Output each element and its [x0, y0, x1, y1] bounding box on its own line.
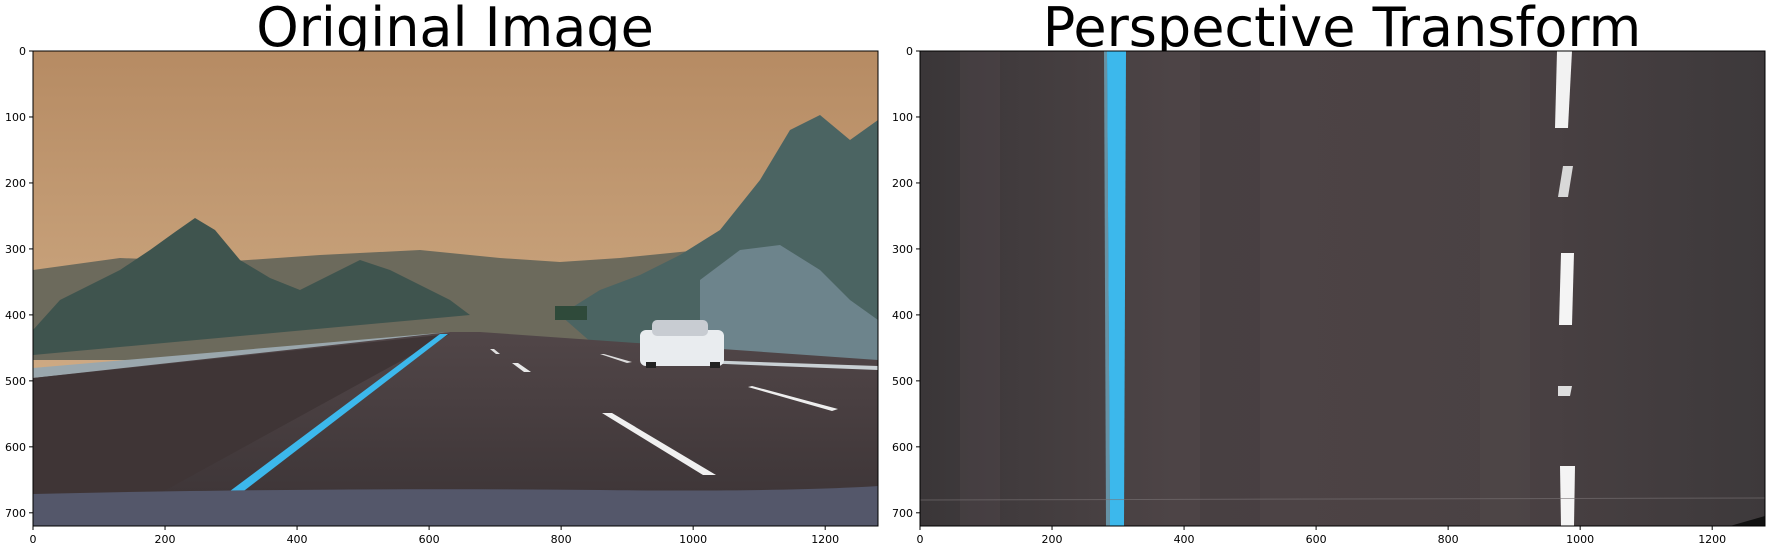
- y-tick-label: 500: [5, 375, 26, 388]
- plot-frame: [919, 50, 1766, 527]
- y-tick-label: 200: [5, 177, 26, 190]
- x-tick-label: 1200: [1698, 533, 1726, 546]
- y-tick-label: 200: [892, 177, 913, 190]
- x-tick-label: 200: [155, 533, 176, 546]
- original-image: [33, 51, 878, 526]
- warped-dash-1: [1555, 51, 1572, 128]
- y-axis-ticks: 0 100 200 300 400 500 600 700: [892, 45, 920, 520]
- y-tick-label: 0: [906, 45, 913, 58]
- x-axis-ticks: 0 200 400 600 800 1000 1200: [917, 526, 1726, 546]
- panel-title: Original Image: [256, 0, 654, 59]
- y-tick-label: 0: [19, 45, 26, 58]
- trees-left: [33, 218, 470, 355]
- y-tick-label: 700: [5, 507, 26, 520]
- y-tick-label: 100: [892, 111, 913, 124]
- y-tick-label: 500: [892, 375, 913, 388]
- warp-corner: [1730, 516, 1765, 526]
- x-tick-label: 1200: [811, 533, 839, 546]
- right-edge-line: [748, 386, 838, 411]
- left-lane-line: [218, 334, 448, 500]
- right-barrier: [700, 360, 878, 370]
- warped-left-lane: [1107, 51, 1126, 526]
- x-tick-label: 600: [1306, 533, 1327, 546]
- lane-dash-2: [512, 363, 531, 372]
- warped-dash-2: [1558, 166, 1573, 197]
- warped-image: [920, 51, 1765, 526]
- lane-dash-1: [602, 413, 716, 475]
- x-tick-label: 400: [287, 533, 308, 546]
- hillside-light: [700, 245, 878, 360]
- white-car: [640, 320, 724, 368]
- warped-road: [920, 51, 1765, 526]
- x-tick-label: 800: [1438, 533, 1459, 546]
- y-tick-label: 300: [5, 243, 26, 256]
- plot-frame: [32, 50, 879, 527]
- x-tick-label: 600: [419, 533, 440, 546]
- road-shoulder: [33, 334, 450, 526]
- warped-dash-5: [1560, 466, 1575, 526]
- x-tick-label: 0: [917, 533, 924, 546]
- original-image-panel: Original Image: [5, 0, 879, 546]
- road-sign: [555, 306, 587, 320]
- right-dash: [600, 354, 632, 363]
- y-tick-label: 100: [5, 111, 26, 124]
- car-hood: [33, 486, 878, 526]
- y-tick-label: 600: [892, 441, 913, 454]
- x-tick-label: 800: [551, 533, 572, 546]
- panel-title: Perspective Transform: [1043, 0, 1642, 59]
- x-axis-ticks: 0 200 400 600 800 1000 1200: [30, 526, 839, 546]
- y-tick-label: 400: [5, 309, 26, 322]
- x-tick-label: 1000: [1566, 533, 1594, 546]
- y-axis-ticks: 0 100 200 300 400 500 600 700: [5, 45, 33, 520]
- y-tick-label: 700: [892, 507, 913, 520]
- x-tick-label: 0: [30, 533, 37, 546]
- y-tick-label: 300: [892, 243, 913, 256]
- x-tick-label: 200: [1042, 533, 1063, 546]
- warped-dash-4: [1558, 386, 1572, 396]
- x-tick-label: 400: [1174, 533, 1195, 546]
- lane-dash-3: [490, 349, 500, 354]
- y-tick-label: 400: [892, 309, 913, 322]
- perspective-transform-panel: Perspective Transform 0 200 400 600 800 1000 1…: [892, 0, 1766, 546]
- warped-dash-3: [1559, 253, 1574, 325]
- y-tick-label: 600: [5, 441, 26, 454]
- x-tick-label: 1000: [679, 533, 707, 546]
